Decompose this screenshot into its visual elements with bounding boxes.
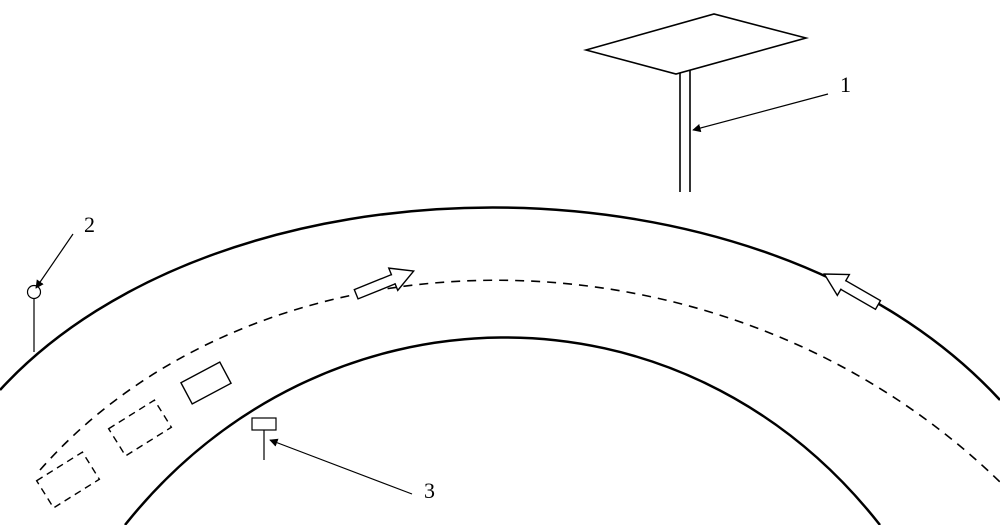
vehicle-3 [181, 362, 231, 404]
sign-board [586, 14, 806, 192]
vehicle-2 [109, 400, 172, 456]
label-3: 3 [424, 478, 435, 503]
label-2: 2 [84, 212, 95, 237]
sensor-pole-left [28, 286, 41, 353]
sign-panel [586, 14, 806, 74]
box-icon [252, 418, 276, 430]
leader-line-2 [36, 234, 73, 288]
direction-arrow-left [352, 260, 418, 305]
sensor-pole-bottom [252, 418, 276, 460]
leader-line-1 [693, 94, 828, 130]
leader-line-3 [270, 440, 412, 494]
circle-icon [28, 286, 41, 299]
road-outer-edge [0, 208, 1000, 401]
direction-arrow-right [818, 264, 884, 316]
label-1: 1 [840, 72, 851, 97]
road-inner-edge [125, 337, 880, 525]
vehicle-1 [37, 452, 100, 508]
